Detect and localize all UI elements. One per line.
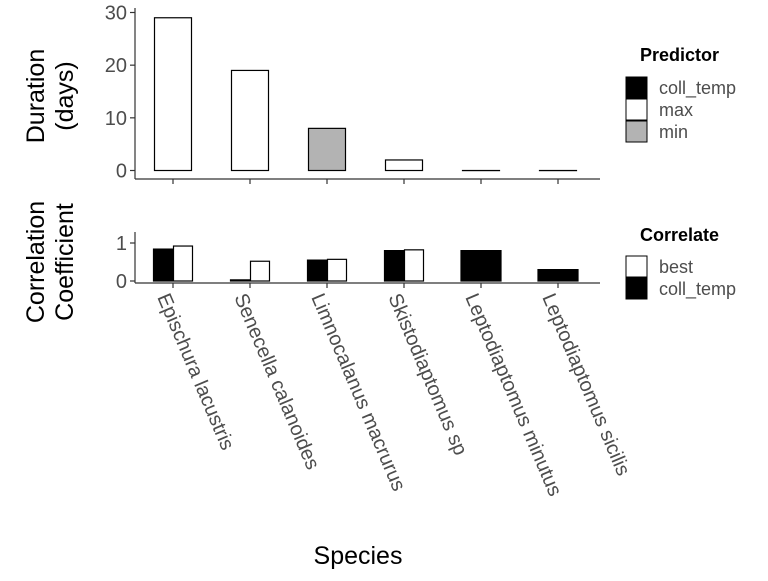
x-tick-label-3: Skistodiaptomus sp bbox=[383, 290, 471, 458]
bottom-legend-label-1: coll_temp bbox=[659, 279, 736, 300]
x-tick-label-5: Leptodiaptomus sicilis bbox=[537, 290, 634, 479]
bottom-y-tick-label-0: 0 bbox=[116, 271, 127, 293]
top-legend-swatch-1 bbox=[626, 99, 647, 120]
bottom-y-axis-label-line-2: Coefficient bbox=[51, 203, 79, 321]
top-legend-label-1: max bbox=[659, 100, 693, 120]
top-legend-swatch-2 bbox=[626, 121, 647, 142]
bottom-bar-best-2 bbox=[328, 259, 347, 281]
bottom-bar-best-3 bbox=[405, 250, 424, 281]
top-bar-3 bbox=[386, 160, 423, 171]
bottom-bar-coll-temp-0 bbox=[154, 249, 173, 281]
bottom-legend-swatch-1 bbox=[626, 278, 647, 299]
bottom-bar-coll-temp-3 bbox=[385, 251, 404, 281]
bottom-bar-coll-temp-1 bbox=[231, 280, 250, 281]
bottom-bar-coll-temp-5 bbox=[538, 270, 578, 281]
bottom-legend-label-0: best bbox=[659, 257, 693, 277]
top-legend-label-2: min bbox=[659, 122, 688, 142]
x-tick-label-1: Senecella calanoides bbox=[229, 290, 323, 473]
bottom-y-tick-label-1: 1 bbox=[116, 233, 127, 255]
top-bar-2 bbox=[309, 128, 346, 170]
bottom-bar-best-0 bbox=[174, 246, 193, 281]
top-bar-1 bbox=[232, 70, 269, 170]
top-y-tick-label-1: 10 bbox=[105, 108, 127, 130]
top-y-tick-label-3: 30 bbox=[105, 3, 127, 25]
x-axis-label: Species bbox=[314, 542, 403, 570]
top-y-tick-label-2: 20 bbox=[105, 55, 127, 77]
bottom-legend-title: Correlate bbox=[640, 225, 719, 245]
bottom-bar-coll-temp-4 bbox=[461, 251, 501, 281]
top-bar-0 bbox=[155, 18, 192, 171]
top-y-axis-label-line-1: Duration bbox=[22, 49, 50, 144]
top-legend-title: Predictor bbox=[640, 45, 719, 65]
top-legend-label-0: coll_temp bbox=[659, 78, 736, 99]
top-y-axis-label: Duration(days) bbox=[22, 49, 79, 144]
bottom-bar-coll-temp-2 bbox=[308, 260, 327, 281]
top-y-tick-label-0: 0 bbox=[116, 161, 127, 183]
bottom-y-axis-label-line-1: Correlation bbox=[22, 201, 50, 323]
bottom-legend-swatch-0 bbox=[626, 256, 647, 277]
bottom-bar-best-1 bbox=[251, 261, 270, 281]
top-y-axis-label-line-2: (days) bbox=[51, 61, 79, 130]
x-tick-label-0: Epischura lacustris bbox=[152, 290, 238, 453]
top-legend-swatch-0 bbox=[626, 77, 647, 98]
